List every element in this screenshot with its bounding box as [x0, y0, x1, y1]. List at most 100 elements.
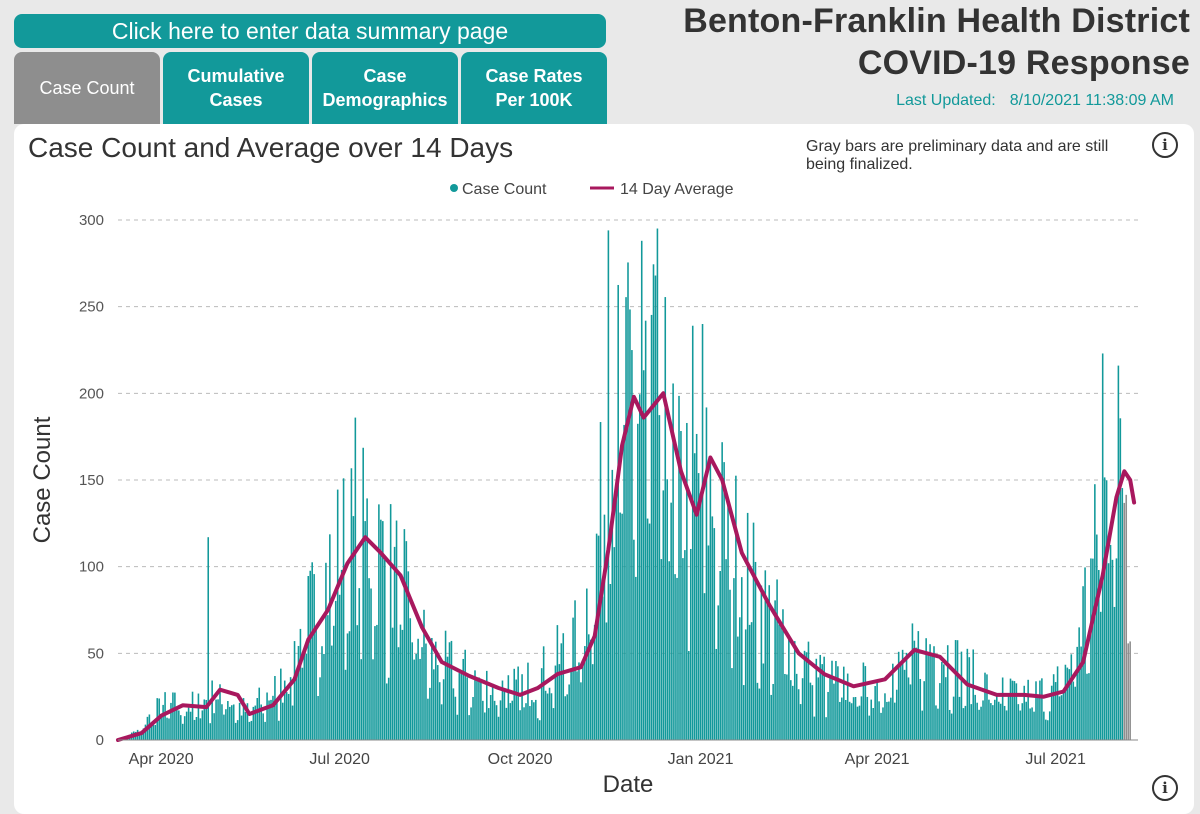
case-count-bar: [715, 648, 718, 740]
case-count-bar: [209, 723, 211, 740]
case-count-bar: [1058, 696, 1061, 740]
case-count-bar: [478, 677, 480, 740]
case-count-bar: [638, 394, 641, 740]
case-count-bar: [795, 673, 798, 740]
case-count-bar: [701, 324, 704, 740]
case-count-bar: [387, 677, 390, 740]
case-count-bar: [542, 646, 545, 740]
case-count-bar: [552, 708, 555, 740]
case-count-bar: [770, 694, 772, 740]
case-count-bar: [433, 669, 435, 740]
case-count-bar: [256, 698, 259, 740]
case-count-bar: [1109, 544, 1112, 740]
case-count-bar: [425, 643, 427, 740]
case-count-bar: [523, 707, 525, 740]
case-count-bar: [784, 673, 786, 740]
y-tick-label: 100: [79, 559, 104, 576]
case-count-bar: [242, 698, 245, 740]
case-count-bar: [858, 705, 861, 740]
tab-case-rates[interactable]: Case Rates Per 100K: [461, 52, 607, 124]
case-count-bar: [272, 695, 274, 740]
case-count-bar: [1050, 685, 1053, 740]
case-count-bar: [431, 637, 433, 740]
case-count-bar: [994, 699, 996, 740]
case-count-bar: [456, 714, 459, 740]
case-count-bar: [407, 571, 410, 740]
case-count-bar: [984, 672, 986, 740]
case-count-bar: [176, 709, 178, 740]
case-count-bar: [221, 704, 223, 740]
case-count-bar: [587, 634, 590, 740]
case-count-bar: [205, 699, 208, 740]
x-tick-label: Jul 2020: [309, 751, 370, 768]
info-icon[interactable]: i: [1152, 132, 1178, 158]
case-count-bar: [268, 700, 270, 740]
case-count-bar: [776, 579, 778, 740]
case-count-bar: [591, 664, 594, 740]
case-count-bar: [948, 709, 951, 740]
case-count-bar: [1009, 678, 1012, 740]
case-count-bar: [315, 629, 317, 740]
y-tick-label: 200: [79, 385, 104, 402]
case-count-bar: [766, 599, 769, 740]
case-count-bar: [974, 694, 976, 740]
case-count-bar: [1076, 646, 1078, 740]
case-count-bar: [570, 668, 572, 740]
tab-case-count[interactable]: Case Count: [14, 52, 160, 124]
tab-case-demographics[interactable]: Case Demographics: [312, 52, 458, 124]
case-count-bar: [793, 641, 796, 740]
case-count-bar: [331, 645, 333, 740]
case-count-bar: [733, 578, 735, 740]
case-count-bar: [1107, 563, 1110, 740]
case-count-bar: [739, 617, 741, 740]
case-count-bar: [856, 706, 859, 740]
case-count-bar: [829, 677, 831, 740]
case-count-bar: [660, 559, 663, 740]
chart-card: 0 50 100 150 200 250 300 Apr 2020 Jul 2020 Oct 20…: [14, 124, 1194, 814]
case-count-bar: [211, 680, 213, 740]
x-tick-label: Jan 2021: [668, 751, 734, 768]
case-count-bar: [929, 644, 931, 740]
case-count-bar: [1078, 627, 1080, 740]
case-count-bar: [142, 728, 145, 740]
info-icon-bottom[interactable]: i: [1152, 775, 1178, 801]
case-count-bar: [217, 699, 219, 740]
case-count-bar: [215, 699, 217, 740]
data-summary-button[interactable]: Click here to enter data summary page: [14, 14, 606, 48]
case-count-bar: [742, 685, 745, 740]
page-title-line2: COVID-19 Response: [857, 44, 1190, 82]
case-count-bar: [507, 675, 510, 740]
case-count-bar: [705, 407, 708, 740]
case-count-bar: [1045, 719, 1047, 740]
case-count-bar: [411, 642, 414, 740]
case-count-bar: [595, 533, 598, 740]
case-count-bar: [401, 629, 404, 740]
case-count-bar: [589, 639, 592, 740]
case-count-bar: [778, 624, 780, 740]
case-count-bar: [558, 664, 561, 740]
case-count-bar: [521, 674, 523, 740]
tab-cumulative-cases[interactable]: Cumulative Cases: [163, 52, 309, 124]
case-count-bar: [882, 707, 884, 740]
case-count-bar: [138, 733, 141, 740]
case-count-bar: [837, 666, 839, 740]
case-count-bar: [982, 700, 984, 740]
legend-label-average: 14 Day Average: [620, 181, 734, 198]
case-count-bar: [313, 574, 315, 740]
case-count-bar: [797, 689, 800, 740]
case-count-bar: [270, 699, 272, 740]
x-tick-label: Oct 2020: [488, 751, 553, 768]
case-count-bar: [684, 550, 686, 740]
case-count-bar: [378, 504, 380, 740]
case-count-bar: [915, 647, 918, 740]
case-count-bar: [727, 497, 729, 740]
case-count-bar: [503, 691, 506, 740]
case-count-bar: [1125, 494, 1128, 740]
case-count-bar: [964, 705, 967, 740]
case-count-bar: [438, 682, 441, 740]
case-count-bar: [1046, 720, 1049, 740]
case-count-bar: [240, 715, 243, 740]
case-count-bar: [980, 706, 982, 740]
case-count-bar: [995, 694, 998, 740]
case-count-bar: [941, 662, 943, 740]
